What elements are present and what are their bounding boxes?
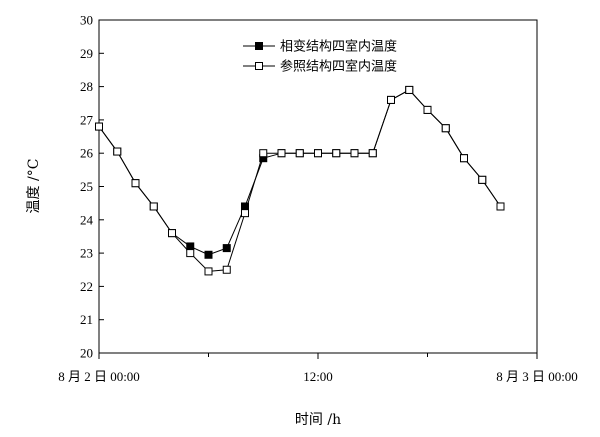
x-tick-label: 8 月 2 日 00:00 [58, 369, 140, 384]
series-1-point [186, 242, 195, 251]
series-line-2 [98, 89, 501, 272]
y-tick-label: 22 [80, 279, 93, 294]
y-tick-label: 29 [80, 46, 93, 61]
series-2-point [95, 122, 103, 131]
x-tick-label: 12:00 [303, 369, 333, 384]
y-axis-title: 温度 /°C [26, 159, 42, 214]
y-tick-label: 28 [80, 79, 93, 94]
series-2-point [314, 149, 322, 158]
y-tick-label: 23 [80, 246, 93, 261]
series-1-point [204, 250, 213, 259]
series-2-point [131, 179, 140, 188]
series-2-point [350, 149, 359, 158]
legend-marker-1 [255, 42, 263, 50]
tick-labels: 20 21 22 23 24 25 26 27 28 29 30 8 月 2 日 00:00 12:00… [58, 13, 578, 385]
series-2-point [204, 267, 213, 276]
series-2-point [332, 149, 341, 158]
y-tick-label: 30 [80, 13, 93, 28]
series-2-point [387, 95, 395, 104]
series-2-point [222, 265, 231, 274]
series-layer [95, 85, 505, 276]
series-1-point [241, 202, 249, 211]
x-tick-label: 8 月 3 日 00:00 [496, 369, 578, 384]
series-2-point [241, 209, 249, 218]
series-2-point [496, 202, 505, 211]
series-2-point [186, 249, 195, 258]
series-2-point [441, 124, 450, 133]
y-tick-label: 24 [80, 212, 94, 227]
y-tick-label: 26 [80, 146, 94, 161]
y-tick-label: 21 [80, 312, 93, 327]
series-2-point [478, 175, 487, 184]
series-2-point [423, 105, 432, 114]
legend-marker-2 [255, 62, 263, 70]
y-tick-label: 20 [80, 346, 93, 361]
series-2-point [259, 149, 268, 158]
y-tick-label: 25 [80, 179, 93, 194]
series-2-point [460, 154, 468, 163]
x-axis-title: 时间 /h [295, 412, 341, 428]
series-1-point [222, 244, 231, 253]
series-2-point [149, 202, 158, 211]
legend-label-1: 相变结构四室内温度 [280, 39, 397, 55]
series-2-point [113, 147, 122, 156]
series-line-1 [98, 89, 501, 256]
series-2-point [405, 85, 414, 94]
legend-label-2: 参照结构四室内温度 [280, 59, 397, 75]
y-tick-label: 27 [80, 112, 94, 127]
series-2-point [277, 149, 286, 158]
series-2-point [168, 229, 176, 238]
axis-ticks [98, 19, 538, 359]
series-2-point [368, 149, 377, 158]
series-2-point [295, 149, 304, 158]
